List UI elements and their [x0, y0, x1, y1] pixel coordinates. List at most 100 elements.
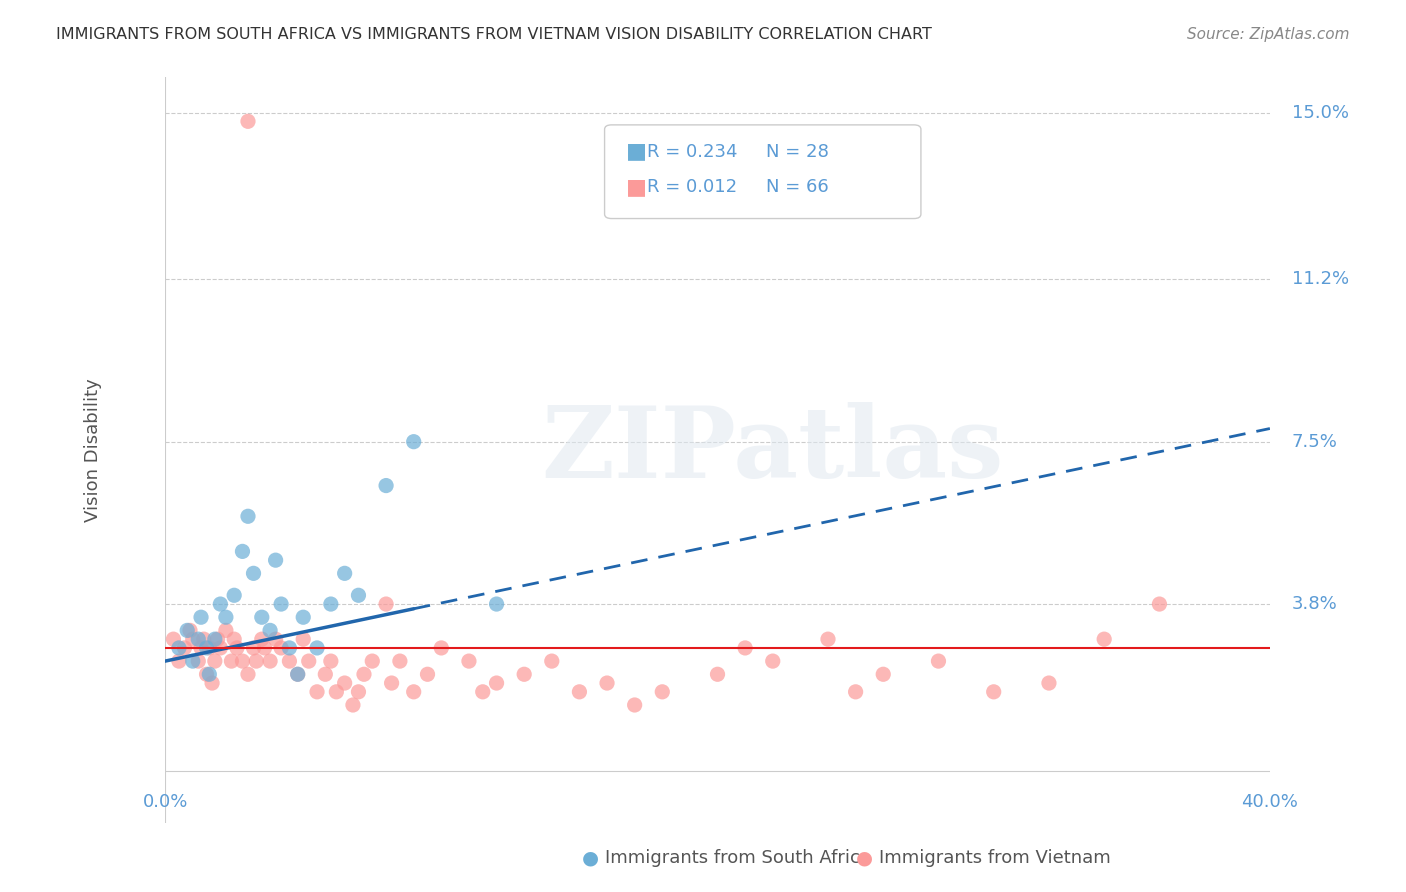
Point: [347, 685, 370, 699]
Point: [195, 667, 218, 681]
Text: IMMIGRANTS FROM SOUTH AFRICA VS IMMIGRANTS FROM VIETNAM VISION DISABILITY CORREL: IMMIGRANTS FROM SOUTH AFRICA VS IMMIGRAN…: [56, 27, 932, 42]
Point: [319, 654, 342, 668]
Point: [278, 640, 301, 655]
Point: [264, 632, 287, 647]
Point: [236, 114, 259, 128]
Point: [245, 654, 267, 668]
Point: [176, 624, 198, 638]
Point: [1038, 676, 1060, 690]
Point: [458, 654, 481, 668]
Text: 0.0%: 0.0%: [142, 793, 188, 811]
Point: [305, 685, 328, 699]
Point: [278, 654, 301, 668]
Text: 11.2%: 11.2%: [1292, 270, 1350, 288]
Point: [242, 566, 264, 581]
Text: N = 66: N = 66: [766, 178, 830, 196]
Point: [242, 640, 264, 655]
Text: 7.5%: 7.5%: [1292, 433, 1339, 450]
Point: [179, 624, 201, 638]
Point: [215, 624, 238, 638]
Point: [292, 610, 315, 624]
Point: [471, 685, 494, 699]
Point: [817, 632, 839, 647]
Point: [734, 640, 756, 655]
Point: [204, 632, 226, 647]
Point: [1092, 632, 1115, 647]
Point: [287, 667, 309, 681]
Point: [762, 654, 785, 668]
Point: [1149, 597, 1171, 611]
Text: ●: ●: [582, 848, 599, 868]
Point: [259, 624, 281, 638]
Point: [190, 640, 212, 655]
Point: [333, 566, 356, 581]
Point: [402, 434, 425, 449]
Text: Source: ZipAtlas.com: Source: ZipAtlas.com: [1187, 27, 1350, 42]
Point: [236, 667, 259, 681]
Text: 3.8%: 3.8%: [1292, 595, 1337, 613]
Point: [319, 597, 342, 611]
Point: [513, 667, 536, 681]
Point: [224, 632, 246, 647]
Text: ■: ■: [626, 178, 647, 197]
Point: [361, 654, 384, 668]
Point: [209, 640, 232, 655]
Point: [388, 654, 411, 668]
Point: [325, 685, 347, 699]
Text: ●: ●: [856, 848, 873, 868]
Point: [375, 597, 398, 611]
Point: [651, 685, 673, 699]
Point: [706, 667, 728, 681]
Point: [314, 667, 336, 681]
Text: ■: ■: [626, 142, 647, 161]
Point: [181, 654, 204, 668]
Point: [190, 610, 212, 624]
Point: [187, 654, 209, 668]
Point: [215, 610, 238, 624]
Text: 40.0%: 40.0%: [1241, 793, 1298, 811]
Point: [221, 654, 243, 668]
Point: [231, 654, 253, 668]
Point: [250, 610, 273, 624]
Point: [167, 654, 190, 668]
Text: Immigrants from Vietnam: Immigrants from Vietnam: [879, 849, 1111, 867]
Point: [305, 640, 328, 655]
Point: [250, 632, 273, 647]
Text: R = 0.012: R = 0.012: [647, 178, 737, 196]
Point: [540, 654, 562, 668]
Point: [195, 640, 218, 655]
Point: [264, 553, 287, 567]
Point: [173, 640, 195, 655]
Point: [209, 597, 232, 611]
Point: [347, 588, 370, 602]
Point: [375, 478, 398, 492]
Text: ZIPatlas: ZIPatlas: [541, 402, 1004, 499]
Point: [623, 698, 645, 712]
Point: [485, 597, 508, 611]
Point: [167, 640, 190, 655]
Point: [193, 632, 215, 647]
Text: Immigrants from South Africa: Immigrants from South Africa: [605, 849, 870, 867]
Point: [416, 667, 439, 681]
Point: [207, 632, 229, 647]
Point: [983, 685, 1005, 699]
Point: [226, 640, 249, 655]
Point: [381, 676, 404, 690]
Point: [198, 640, 221, 655]
Point: [270, 640, 292, 655]
Point: [259, 654, 281, 668]
Point: [568, 685, 591, 699]
Point: [927, 654, 949, 668]
Text: R = 0.234: R = 0.234: [647, 143, 737, 161]
Point: [187, 632, 209, 647]
Point: [287, 667, 309, 681]
Point: [231, 544, 253, 558]
Point: [201, 676, 224, 690]
Point: [485, 676, 508, 690]
Point: [181, 632, 204, 647]
Point: [270, 597, 292, 611]
Point: [162, 632, 184, 647]
Point: [353, 667, 375, 681]
Point: [224, 588, 246, 602]
Point: [430, 640, 453, 655]
